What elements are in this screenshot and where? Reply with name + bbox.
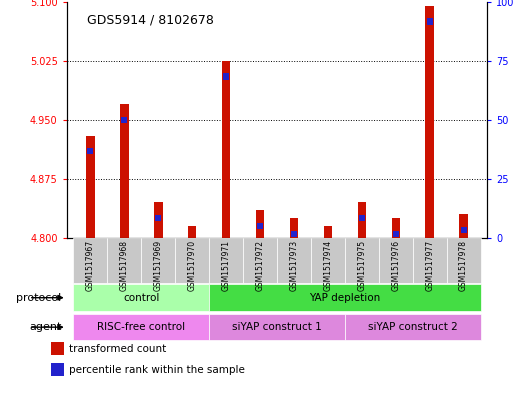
Text: GSM1517975: GSM1517975	[358, 240, 366, 291]
Bar	[427, 18, 433, 25]
Bar	[189, 239, 195, 245]
Text: GSM1517970: GSM1517970	[188, 240, 196, 291]
Text: GSM1517978: GSM1517978	[459, 240, 468, 291]
Bar	[257, 223, 263, 229]
Bar	[359, 215, 365, 221]
Bar	[155, 215, 161, 221]
Bar	[87, 148, 93, 154]
Bar	[120, 104, 129, 238]
Bar	[311, 238, 345, 283]
Text: GSM1517977: GSM1517977	[425, 240, 434, 291]
Bar	[209, 285, 481, 311]
Text: GSM1517968: GSM1517968	[120, 240, 129, 291]
Text: RISC-free control: RISC-free control	[97, 322, 185, 332]
Text: GSM1517973: GSM1517973	[289, 240, 299, 291]
Bar	[51, 342, 64, 355]
Text: GSM1517972: GSM1517972	[255, 240, 265, 291]
Bar	[51, 363, 64, 376]
Bar	[209, 238, 243, 283]
Bar	[277, 238, 311, 283]
Bar	[73, 314, 209, 340]
Bar	[425, 6, 434, 238]
Bar	[391, 218, 400, 238]
Bar	[291, 231, 297, 237]
Bar	[461, 227, 467, 233]
Bar	[324, 226, 332, 238]
Bar	[121, 117, 127, 123]
Bar	[222, 61, 230, 238]
Text: GSM1517969: GSM1517969	[154, 240, 163, 291]
Bar	[459, 214, 468, 238]
Bar	[175, 238, 209, 283]
Bar	[141, 238, 175, 283]
Text: GSM1517974: GSM1517974	[323, 240, 332, 291]
Bar	[358, 202, 366, 238]
Bar	[290, 218, 298, 238]
Text: transformed count: transformed count	[69, 343, 167, 354]
Bar	[345, 314, 481, 340]
Bar	[393, 231, 399, 237]
Text: siYAP construct 1: siYAP construct 1	[232, 322, 322, 332]
Bar	[154, 202, 163, 238]
Bar	[209, 314, 345, 340]
Bar	[379, 238, 413, 283]
Bar	[73, 285, 209, 311]
Bar	[345, 238, 379, 283]
Text: percentile rank within the sample: percentile rank within the sample	[69, 365, 245, 375]
Bar	[413, 238, 447, 283]
Text: GSM1517967: GSM1517967	[86, 240, 95, 291]
Text: GSM1517976: GSM1517976	[391, 240, 400, 291]
Bar	[243, 238, 277, 283]
Bar	[86, 136, 95, 238]
Text: agent: agent	[29, 322, 62, 332]
Bar	[73, 238, 107, 283]
Bar	[107, 238, 141, 283]
Text: YAP depletion: YAP depletion	[309, 293, 381, 303]
Text: control: control	[123, 293, 160, 303]
Bar	[256, 210, 264, 238]
Bar	[325, 239, 331, 245]
Text: GSM1517971: GSM1517971	[222, 240, 231, 291]
Bar	[447, 238, 481, 283]
Bar	[188, 226, 196, 238]
Bar	[223, 73, 229, 80]
Text: siYAP construct 2: siYAP construct 2	[368, 322, 458, 332]
Text: protocol: protocol	[16, 293, 62, 303]
Text: GDS5914 / 8102678: GDS5914 / 8102678	[87, 14, 214, 27]
